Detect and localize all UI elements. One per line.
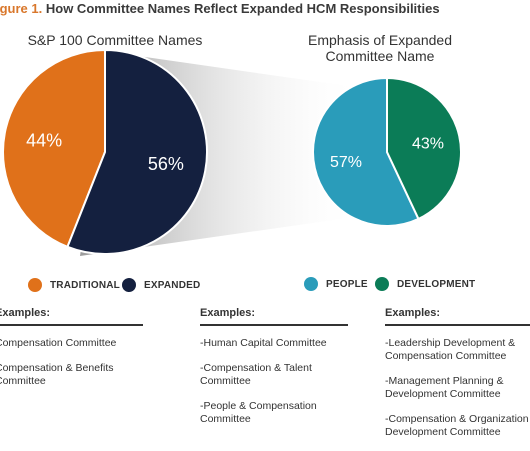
left-pie: 44% 56% [2, 48, 208, 255]
right-pie-title: Emphasis of Expanded Committee Name [308, 32, 452, 64]
legend-swatch-expanded [122, 278, 136, 292]
legend-swatch-people [304, 277, 318, 291]
example-item: -People & Compensation Committee [200, 400, 317, 425]
pie-label-development: 43% [412, 135, 444, 152]
right-pie: 57% 43% [312, 76, 462, 227]
legend-label-expanded: EXPANDED [144, 279, 201, 291]
examples-development: Examples: -Leadership Development & Comp… [385, 307, 530, 451]
legend-swatch-development [375, 277, 389, 291]
legend-label-people: PEOPLE [326, 278, 368, 290]
examples-heading: Examples: [0, 307, 143, 326]
example-item: -Management Planning & Development Commi… [385, 375, 504, 400]
left-pie-title: S&P 100 Committee Names [27, 32, 203, 48]
pie-label-expanded: 56% [148, 154, 184, 174]
pie-slice-people [312, 76, 420, 227]
example-item: -Leadership Development & Compensation C… [385, 337, 516, 362]
example-item: -Human Capital Committee [200, 337, 327, 349]
legend-traditional: TRADITIONAL [28, 278, 120, 292]
example-item: Compensation & Benefits Committee [0, 362, 114, 387]
legend-expanded: EXPANDED [122, 278, 200, 292]
examples-heading: Examples: [385, 307, 530, 326]
pie-slice-traditional [2, 48, 106, 249]
legend-label-development: DEVELOPMENT [397, 278, 476, 290]
figure-label: igure 1. [0, 1, 43, 16]
example-item: -Compensation & Organization Development… [385, 413, 529, 438]
pie-slice-expanded [66, 48, 208, 255]
examples-traditional: Examples: Compensation Committee Compens… [0, 307, 143, 400]
legend-development: DEVELOPMENT [375, 277, 475, 291]
example-item: Compensation Committee [0, 337, 117, 349]
pie-charts: 44% 56% 57% 43% [2, 48, 462, 256]
figure-title: igure 1. How Committee Names Reflect Exp… [0, 1, 440, 16]
legend-people: PEOPLE [304, 277, 368, 291]
pie-label-people: 57% [330, 154, 362, 171]
example-item: -Compensation & Talent Committee [200, 362, 312, 387]
examples-heading: Examples: [200, 307, 348, 326]
figure-title-text: How Committee Names Reflect Expanded HCM… [45, 1, 440, 16]
legend-swatch-traditional [28, 278, 42, 292]
examples-people: Examples: -Human Capital Committee -Comp… [200, 307, 348, 438]
pie-label-traditional: 44% [26, 131, 62, 151]
legend-label-traditional: TRADITIONAL [50, 279, 120, 291]
pie-slice-development [386, 76, 462, 221]
